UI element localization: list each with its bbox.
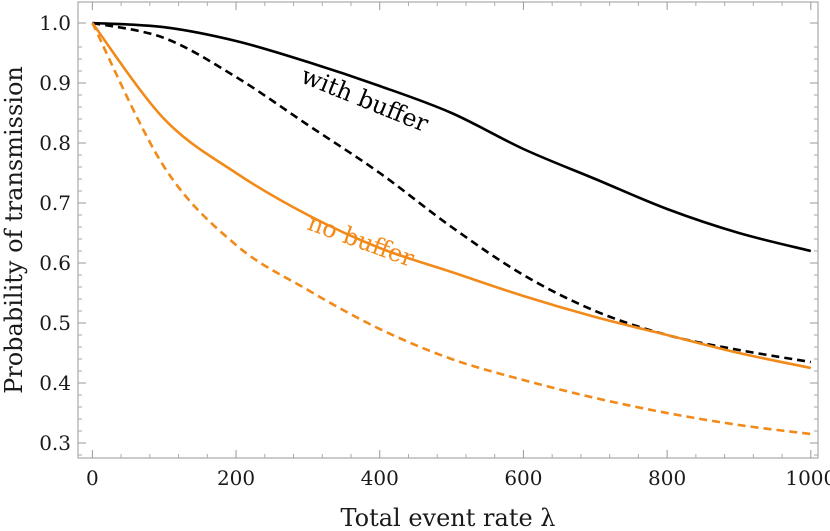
x-tick-label: 0 — [86, 466, 99, 490]
plot-frame — [77, 1, 819, 459]
series-line-3 — [91, 22, 811, 436]
annotation-1: no buffer — [304, 208, 418, 272]
series-line-2 — [91, 22, 812, 370]
y-tick-label: 0.3 — [39, 431, 71, 455]
ticks-layer — [78, 2, 818, 458]
annotation-0: with buffer — [297, 61, 433, 138]
y-tick-label: 0.7 — [39, 191, 71, 215]
x-tick-label: 600 — [504, 466, 542, 490]
y-tick-label: 0.5 — [39, 311, 71, 335]
series-layer — [91, 21, 812, 436]
x-tick-label: 800 — [648, 466, 686, 490]
y-tick-label: 0.4 — [39, 371, 71, 395]
y-tick-label: 0.9 — [39, 71, 71, 95]
y-tick-label: 0.8 — [39, 131, 71, 155]
x-tick-label: 1000 — [785, 466, 830, 490]
series-line-1 — [92, 21, 812, 364]
x-axis-title: Total event rate λ — [340, 504, 555, 531]
labels-layer: 0 200 400 600 800 1000 0.3 0.4 0.5 0.6 0.7 0.8 0.9 1.… — [39, 11, 830, 490]
y-axis-title: Probability of transmission — [0, 66, 28, 394]
x-tick-label: 200 — [217, 466, 255, 490]
series-line-0 — [92, 21, 812, 253]
y-tick-label: 1.0 — [39, 11, 71, 35]
x-tick-label: 400 — [361, 466, 399, 490]
y-tick-label: 0.6 — [39, 251, 71, 275]
